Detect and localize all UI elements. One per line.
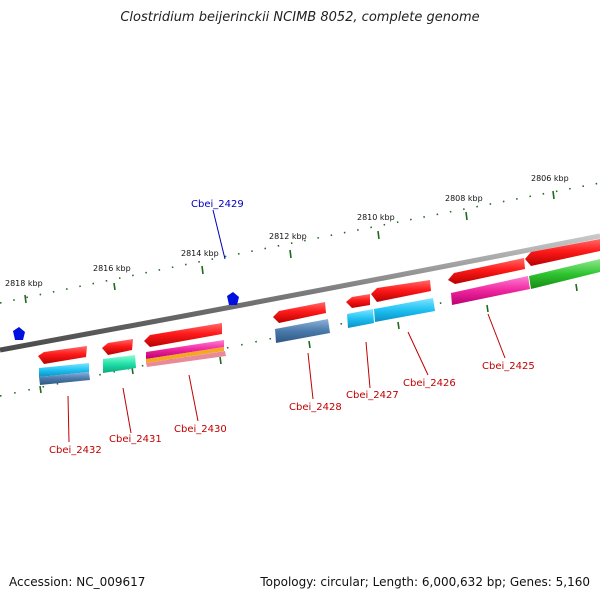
annotation-bar bbox=[275, 319, 330, 343]
annotation-bar bbox=[146, 340, 224, 359]
leader-line bbox=[307, 352, 314, 400]
leader-lines bbox=[67, 209, 506, 443]
annotation-bar bbox=[103, 355, 136, 373]
gene-cbei-2426[interactable] bbox=[371, 280, 435, 322]
gene-label[interactable]: Cbei_2426 bbox=[403, 378, 456, 389]
annotation-bar bbox=[374, 298, 435, 322]
scale-label: 2818 kbp bbox=[5, 279, 43, 288]
scale-label: 2816 kbp bbox=[93, 264, 131, 273]
major-tick bbox=[201, 265, 204, 275]
gene-label[interactable]: Cbei_2431 bbox=[109, 434, 162, 445]
scale-label: 2812 kbp bbox=[269, 232, 307, 241]
major-tick bbox=[552, 190, 555, 200]
major-tick bbox=[486, 304, 489, 313]
scale-labels: 2818 kbp 2816 kbp 2814 kbp 2812 kbp 2810… bbox=[5, 174, 569, 288]
blue-marker bbox=[227, 292, 239, 305]
outer-tick-track bbox=[0, 182, 600, 304]
gene-label[interactable]: Cbei_2429 bbox=[191, 199, 244, 210]
leader-line bbox=[212, 209, 226, 260]
annotation-bar bbox=[146, 351, 226, 367]
gene-labels: Cbei_2432 Cbei_2431 Cbei_2430 Cbei_2429 … bbox=[49, 199, 535, 456]
annotation-bar bbox=[39, 363, 89, 377]
gene-label[interactable]: Cbei_2432 bbox=[49, 445, 102, 456]
gene-arrow bbox=[525, 239, 600, 266]
gene-arrow bbox=[371, 280, 431, 302]
gene-label[interactable]: Cbei_2427 bbox=[346, 390, 399, 401]
gene-cbei-2425[interactable] bbox=[448, 258, 530, 305]
leader-line bbox=[407, 331, 429, 376]
annotation-bar bbox=[146, 347, 224, 363]
major-tick bbox=[289, 249, 292, 259]
gene-cbei-2430[interactable] bbox=[144, 323, 226, 367]
gene-arrow bbox=[144, 323, 222, 347]
leader-line bbox=[122, 387, 132, 434]
scale-label: 2814 kbp bbox=[181, 249, 219, 258]
major-tick bbox=[377, 230, 380, 240]
major-tick bbox=[113, 282, 116, 291]
leader-line bbox=[487, 313, 506, 359]
gene-label[interactable]: Cbei_2430 bbox=[174, 424, 227, 435]
gene-next-partial[interactable] bbox=[525, 239, 600, 289]
annotation-bar bbox=[529, 259, 600, 289]
topology-text: Topology: circular; Length: 6,000,632 bp… bbox=[260, 575, 590, 589]
major-tick bbox=[575, 283, 578, 292]
annotation-bar bbox=[451, 276, 530, 305]
gene-arrow bbox=[102, 339, 133, 355]
leader-line bbox=[365, 341, 371, 389]
genome-title: Clostridium beijerinckii NCIMB 8052, com… bbox=[120, 10, 480, 25]
scale-label: 2810 kbp bbox=[357, 213, 395, 222]
gene-arrow bbox=[273, 302, 326, 323]
major-tick bbox=[39, 385, 42, 394]
gene-arrow bbox=[38, 346, 87, 364]
scale-label: 2808 kbp bbox=[445, 194, 483, 203]
blue-marker bbox=[13, 327, 25, 340]
gene-label[interactable]: Cbei_2428 bbox=[289, 402, 342, 413]
major-tick bbox=[465, 211, 468, 221]
gene-arrow bbox=[346, 294, 370, 308]
gene-label[interactable]: Cbei_2425 bbox=[482, 361, 535, 372]
major-tick bbox=[219, 356, 222, 365]
scale-label: 2806 kbp bbox=[531, 174, 569, 183]
leader-line bbox=[67, 395, 70, 443]
major-tick bbox=[24, 294, 27, 304]
gene-cbei-2432[interactable] bbox=[38, 346, 90, 385]
annotation-bar bbox=[39, 372, 90, 385]
gene-cbei-2428[interactable] bbox=[273, 302, 330, 343]
major-tick bbox=[308, 340, 311, 349]
major-tick bbox=[397, 321, 400, 330]
gene-cbei-2431[interactable] bbox=[102, 339, 136, 373]
annotation-bar bbox=[347, 309, 374, 328]
accession-text: Accession: NC_009617 bbox=[9, 575, 146, 589]
gene-arrow bbox=[448, 258, 525, 284]
genome-backbone bbox=[0, 233, 600, 353]
leader-line bbox=[188, 374, 199, 422]
gene-cbei-2427[interactable] bbox=[346, 294, 374, 328]
